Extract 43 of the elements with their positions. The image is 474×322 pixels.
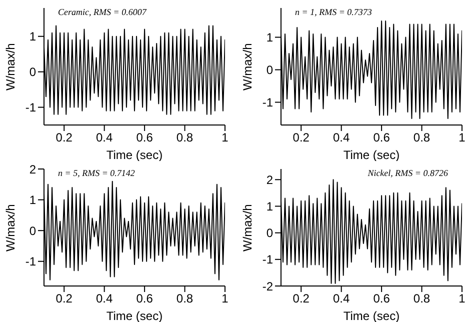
x-tick-label: 1: [222, 130, 229, 145]
y-tick-label: 2: [29, 162, 36, 176]
x-tick-label: 0.2: [56, 130, 73, 145]
annotation: n = 1, RMS = 0.7373: [294, 7, 373, 17]
x-tick-label: 1: [222, 292, 229, 306]
x-tick-label: 0.6: [373, 130, 390, 145]
x-tick-label: 0.4: [96, 130, 113, 145]
y-axis-title: W/max/h: [240, 204, 254, 252]
annotation: n = 5, RMS = 0.7142: [57, 168, 136, 178]
y-tick-label: -1: [262, 252, 274, 267]
y-tick-label: 1: [29, 30, 36, 44]
y-tick-label: -2: [262, 279, 274, 294]
y-tick-label: 0: [266, 226, 274, 240]
x-tick-label: 1: [458, 130, 466, 145]
y-tick-label: 1: [266, 30, 274, 45]
y-axis-title: W/max/h: [3, 204, 18, 252]
x-tick-label: 0.4: [332, 130, 350, 145]
x-tick-label: 0.4: [332, 292, 350, 306]
annotation: Ceramic, RMS = 0.6007: [57, 7, 148, 17]
x-tick-label: 0.2: [292, 130, 310, 145]
x-tick-label: 0.8: [176, 292, 194, 306]
y-tick-label: -1: [262, 96, 274, 110]
y-tick-label: -1: [25, 254, 36, 269]
x-tick-label: 0.6: [136, 130, 154, 145]
y-tick-label: 0: [266, 63, 274, 78]
x-tick-label: 1: [458, 292, 466, 306]
x-tick-label: 0.6: [136, 292, 154, 306]
y-tick-label: 1: [266, 199, 274, 214]
y-tick-label: 2: [266, 172, 274, 187]
annotation: Nickel, RMS = 0.8726: [366, 168, 449, 178]
x-tick-label: 0.8: [413, 130, 430, 145]
x-tick-label: 0.8: [413, 292, 430, 306]
x-tick-label: 0.2: [292, 292, 310, 306]
x-tick-label: 0.8: [176, 130, 194, 145]
y-tick-label: 1: [29, 193, 36, 208]
x-tick-label: 0.2: [56, 292, 73, 306]
y-axis-title: W/max/h: [240, 43, 254, 90]
x-tick-label: 0.4: [96, 292, 113, 306]
y-axis-title: W/max/h: [3, 43, 18, 90]
y-tick-label: -1: [25, 100, 36, 115]
y-tick-label: 0: [29, 65, 36, 80]
y-tick-label: 0: [29, 224, 36, 238]
x-tick-label: 0.6: [373, 292, 390, 306]
